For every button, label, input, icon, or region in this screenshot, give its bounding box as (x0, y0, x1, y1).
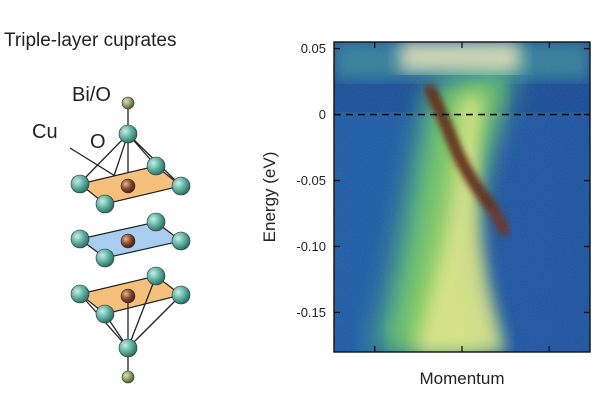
label-bi-o: Bi/O (72, 84, 111, 106)
oxygen-atom (70, 284, 90, 304)
oxygen-atom (171, 176, 191, 196)
y-tick-label: 0.05 (301, 41, 326, 56)
oxygen-atom (171, 231, 191, 251)
oxygen-atom (146, 212, 166, 232)
label-cu: Cu (32, 121, 58, 143)
oxygen-atom (95, 304, 115, 324)
y-axis-ticks: 0.05 0 -0.05 -0.10 -0.15 (296, 41, 590, 320)
y-tick-label: -0.10 (296, 239, 326, 254)
bi-o-atom-bottom (121, 370, 135, 384)
oxygen-atom (70, 174, 90, 194)
apical-oxygen-atom-top (118, 124, 138, 144)
copper-atom (120, 288, 136, 304)
copper-atom (120, 178, 136, 194)
oxygen-atom (95, 248, 115, 268)
x-axis-label: Momentum (419, 369, 504, 388)
oxygen-atom (171, 285, 191, 305)
copper-atom (120, 233, 136, 249)
y-tick-label: -0.15 (296, 305, 326, 320)
y-tick-label: 0 (319, 107, 326, 122)
oxygen-atom (95, 194, 115, 214)
bi-o-atom-top (121, 96, 135, 110)
oxygen-atom (146, 156, 166, 176)
y-tick-label: -0.05 (296, 173, 326, 188)
spectrum-intensity-map (334, 42, 590, 352)
crystal-structure-diagram: Bi/O Cu O (32, 84, 191, 384)
x-axis-ticks (374, 42, 550, 352)
oxygen-atom (146, 266, 166, 286)
y-axis-label: Energy (eV) (260, 152, 279, 243)
oxygen-atom (70, 229, 90, 249)
apical-oxygen-atom-bottom (118, 338, 138, 358)
diagram-title: Triple-layer cuprates (4, 30, 177, 51)
label-o: O (90, 131, 106, 153)
